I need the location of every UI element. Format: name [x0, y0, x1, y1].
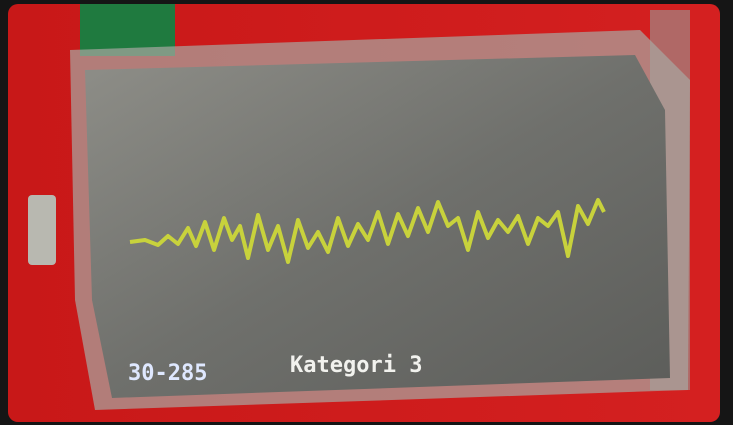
connector [28, 195, 56, 265]
category-text: Kategori 3 [290, 353, 422, 378]
photo: 30-285 Kategori 3 [0, 0, 733, 425]
lcd-screen [85, 55, 670, 398]
range-text: 30-285 [128, 361, 207, 386]
page: {"screen": {"range_text": "30-285", "cat… [0, 0, 733, 425]
